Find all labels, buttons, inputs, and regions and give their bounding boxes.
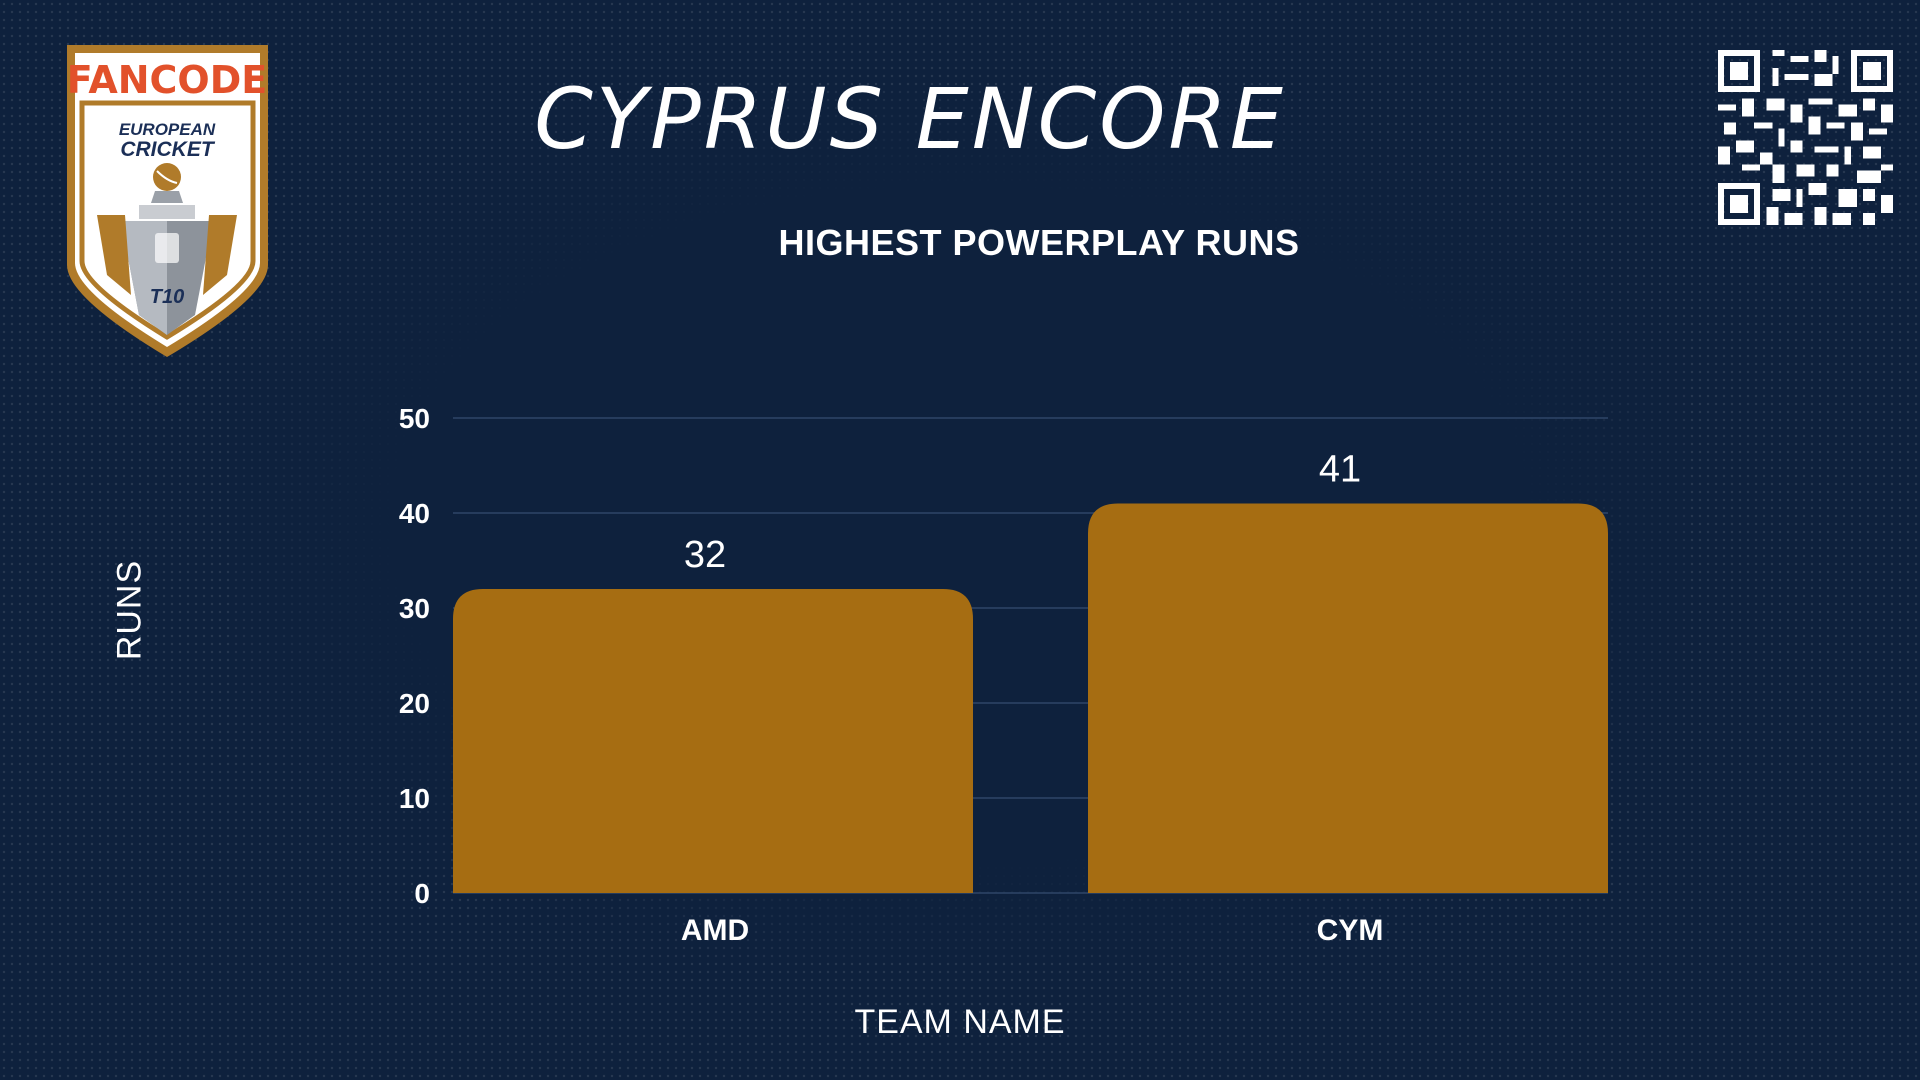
y-tick-label: 30 — [399, 593, 430, 624]
y-tick-label: 10 — [399, 783, 430, 814]
x-axis-label: TEAM NAME — [854, 1003, 1066, 1041]
data-label-cym: 41 — [1319, 449, 1361, 491]
x-axis-ticks: AMD CYM — [681, 914, 1384, 947]
bars — [453, 503, 1608, 893]
logo-line2-text: CRICKET — [120, 138, 216, 161]
bar-amd — [453, 589, 973, 893]
chart-title: HIGHEST POWERPLAY RUNS — [778, 222, 1300, 263]
data-label-amd: 32 — [684, 534, 726, 576]
fancode-european-cricket-logo: FANCODE EUROPEAN CRICKET T10 — [67, 45, 268, 357]
qr-code-icon — [1718, 50, 1893, 225]
logo-badge-text: T10 — [150, 286, 184, 308]
data-labels: 32 41 — [684, 449, 1361, 577]
logo-line1-text: EUROPEAN — [119, 120, 216, 139]
x-tick-label-cym: CYM — [1317, 914, 1384, 947]
page-title: CYPRUS ENCORE — [534, 70, 1286, 168]
logo-brand-text: FANCODE — [67, 58, 268, 102]
bar-cym — [1088, 503, 1608, 893]
y-tick-label: 50 — [399, 403, 430, 434]
y-tick-label: 20 — [399, 688, 430, 719]
y-axis-ticks: 0 10 20 30 40 50 — [399, 403, 430, 909]
x-tick-label-amd: AMD — [681, 914, 749, 947]
y-tick-label: 40 — [399, 498, 430, 529]
y-tick-label: 0 — [414, 878, 430, 909]
cricket-ball-icon — [153, 163, 181, 191]
